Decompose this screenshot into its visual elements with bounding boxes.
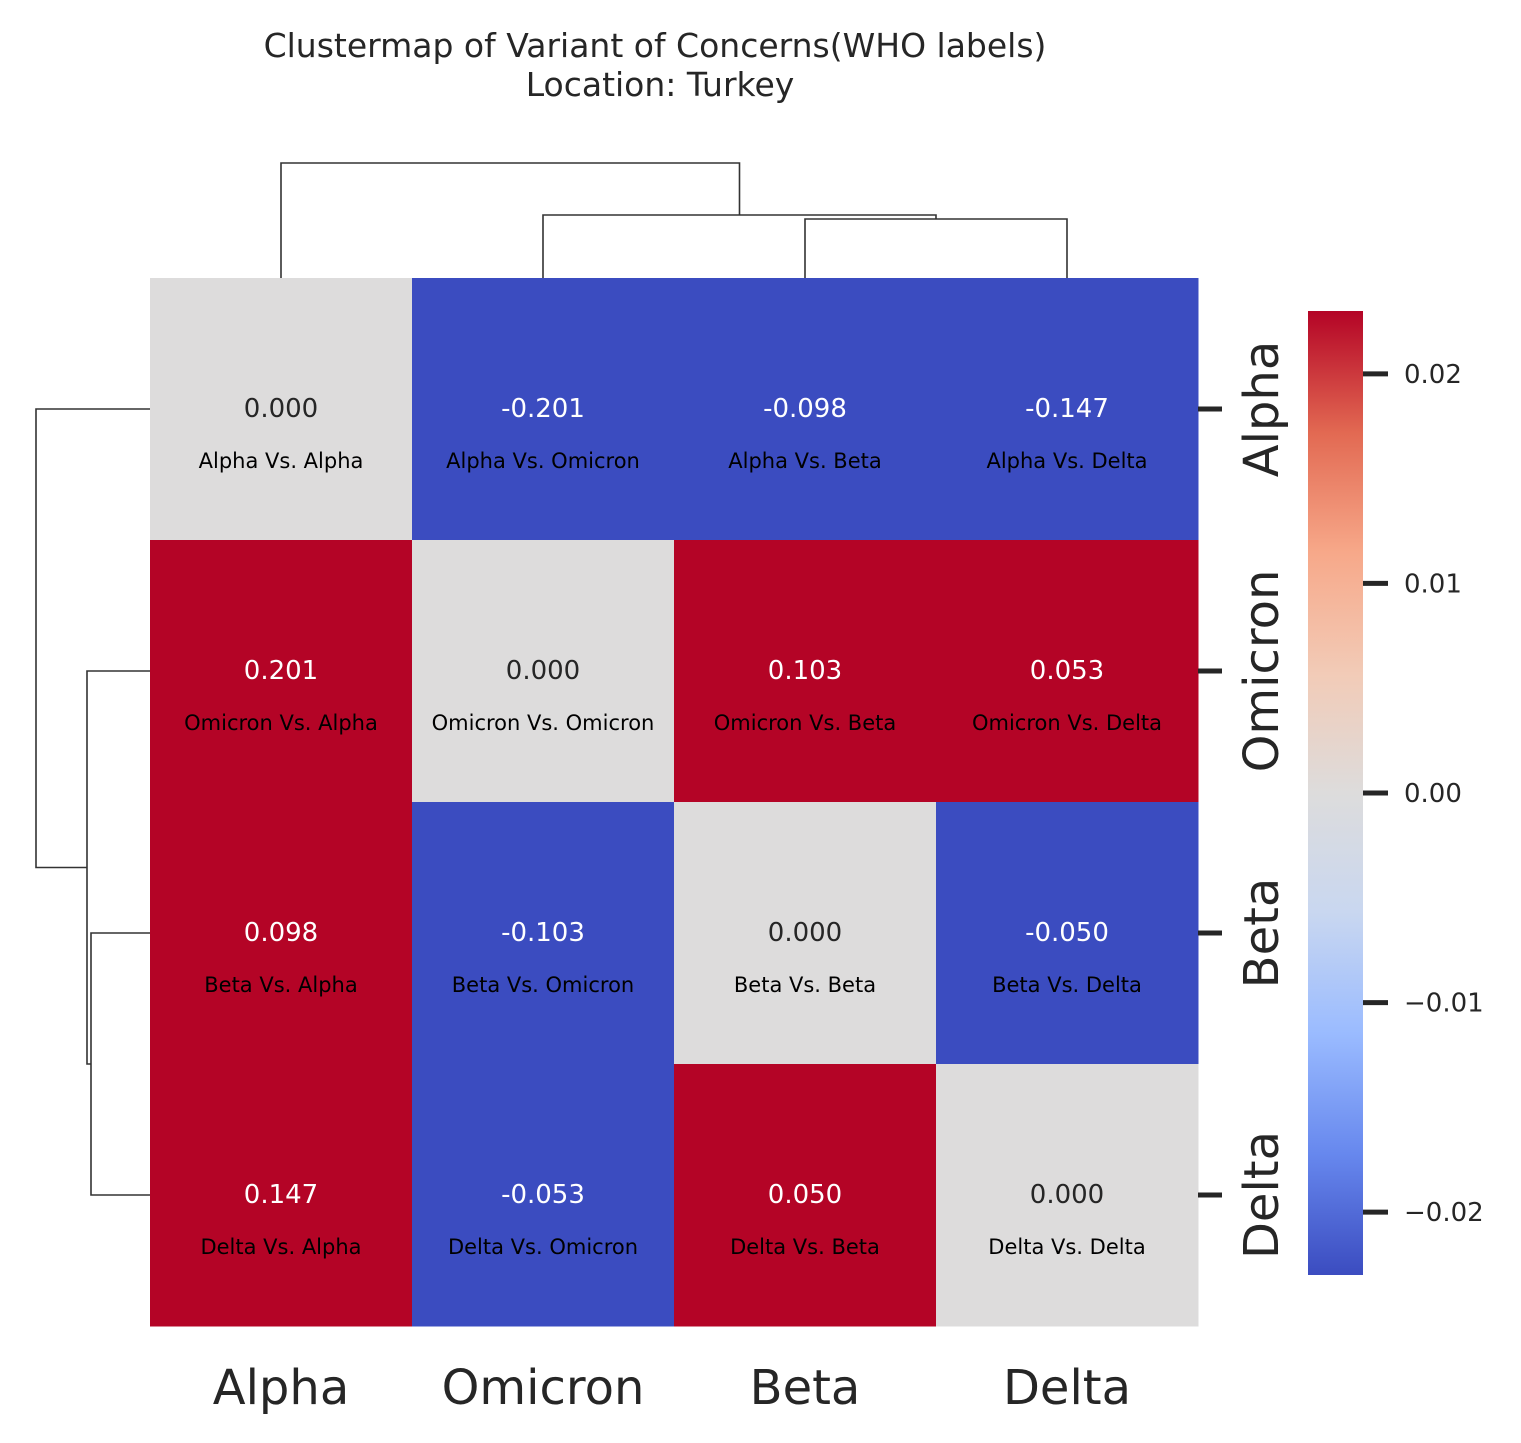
- column-label-omicron: Omicron: [442, 1360, 645, 1416]
- cell-value-omicron-beta: 0.103: [768, 656, 842, 686]
- cell-label-alpha-omicron: Alpha Vs. Omicron: [446, 449, 640, 473]
- heatmap-cell-delta-omicron: [412, 1064, 675, 1327]
- cell-value-omicron-omicron: 0.000: [506, 656, 580, 686]
- cell-label-omicron-alpha: Omicron Vs. Alpha: [184, 711, 378, 735]
- cell-value-beta-alpha: 0.098: [244, 918, 318, 948]
- heatmap-cell-omicron-delta: [936, 540, 1199, 803]
- chart-subtitle-location: Location: Turkey: [526, 65, 795, 104]
- row-label-omicron: Omicron: [1234, 570, 1290, 773]
- cell-label-omicron-beta: Omicron Vs. Beta: [714, 711, 896, 735]
- heatmap-cell-alpha-alpha: [150, 278, 413, 541]
- heatmap-cell-alpha-omicron: [412, 278, 675, 541]
- cell-value-alpha-delta: -0.147: [1025, 394, 1109, 424]
- heatmap-cell-omicron-beta: [674, 540, 937, 803]
- column-dendrogram: [280, 162, 1068, 278]
- cell-value-beta-delta: -0.050: [1025, 918, 1109, 948]
- heatmap-cell-delta-beta: [674, 1064, 937, 1327]
- column-dendrogram-link-beta-delta: [804, 218, 1068, 278]
- cell-label-delta-delta: Delta Vs. Delta: [988, 1235, 1145, 1259]
- cell-label-beta-omicron: Beta Vs. Omicron: [452, 973, 634, 997]
- cell-value-omicron-alpha: 0.201: [244, 656, 318, 686]
- cell-value-delta-beta: 0.050: [768, 1180, 842, 1210]
- chart-title: Clustermap of Variant of Concerns(WHO la…: [264, 26, 1047, 104]
- column-label-alpha: Alpha: [213, 1360, 349, 1416]
- heatmap-cell-beta-delta: [936, 802, 1199, 1065]
- colorbar-tick-label-0: 0.02: [1404, 360, 1462, 390]
- colorbar: 0.02 0.01 0.00 −0.01 −0.02: [1308, 311, 1484, 1275]
- cell-value-alpha-alpha: 0.000: [244, 394, 318, 424]
- cell-label-omicron-omicron: Omicron Vs. Omicron: [432, 711, 655, 735]
- cell-label-delta-alpha: Delta Vs. Alpha: [200, 1235, 361, 1259]
- column-dendrogram-link-omicron-betadelta: [542, 214, 937, 278]
- heatmap-cell-beta-beta: [674, 802, 937, 1065]
- row-label-delta: Delta: [1234, 1131, 1290, 1259]
- cell-value-beta-omicron: -0.103: [501, 918, 585, 948]
- colorbar-tick-label-4: −0.02: [1404, 1198, 1484, 1228]
- column-label-delta: Delta: [1003, 1360, 1131, 1416]
- row-label-alpha: Alpha: [1234, 341, 1290, 477]
- heatmap-cell-alpha-beta: [674, 278, 937, 541]
- column-axis-labels: Alpha Omicron Beta Delta: [213, 1360, 1131, 1416]
- heatmap-cell-beta-omicron: [412, 802, 675, 1065]
- cell-label-alpha-alpha: Alpha Vs. Alpha: [199, 449, 364, 473]
- row-axis-labels: Alpha Omicron Beta Delta: [1198, 341, 1290, 1259]
- heatmap-cell-beta-alpha: [150, 802, 413, 1065]
- heatmap-cell-omicron-alpha: [150, 540, 413, 803]
- colorbar-tick-label-1: 0.01: [1404, 569, 1462, 599]
- row-dendrogram: [35, 408, 150, 1196]
- row-label-beta: Beta: [1234, 878, 1290, 989]
- cell-label-beta-delta: Beta Vs. Delta: [992, 973, 1142, 997]
- colorbar-tick-label-2: 0.00: [1404, 779, 1462, 809]
- row-dendrogram-link-alpha-rest: [35, 408, 150, 869]
- column-dendrogram-link-alpha-rest: [280, 162, 741, 278]
- heatmap-cell-delta-alpha: [150, 1064, 413, 1327]
- cell-label-omicron-delta: Omicron Vs. Delta: [972, 711, 1162, 735]
- cell-value-delta-alpha: 0.147: [244, 1180, 318, 1210]
- cell-label-alpha-beta: Alpha Vs. Beta: [728, 449, 881, 473]
- colorbar-tick-label-3: −0.01: [1404, 989, 1484, 1019]
- cell-value-alpha-beta: -0.098: [763, 394, 847, 424]
- cell-value-omicron-delta: 0.053: [1030, 656, 1104, 686]
- heatmap-cell-omicron-omicron: [412, 540, 675, 803]
- cell-value-alpha-omicron: -0.201: [501, 394, 585, 424]
- colorbar-gradient: [1308, 311, 1363, 1275]
- heatmap-cells: 0.000 Alpha Vs. Alpha -0.201 Alpha Vs. Omic…: [150, 278, 1199, 1327]
- cell-label-delta-beta: Delta Vs. Beta: [730, 1235, 880, 1259]
- cell-label-beta-beta: Beta Vs. Beta: [734, 973, 876, 997]
- chart-title-line-1: Clustermap of Variant of Concerns(WHO la…: [264, 26, 1047, 65]
- row-dendrogram-link-omicron-betadelta: [86, 670, 150, 1065]
- cell-value-delta-omicron: -0.053: [501, 1180, 585, 1210]
- column-label-beta: Beta: [750, 1360, 861, 1416]
- row-dendrogram-link-beta-delta: [90, 932, 150, 1196]
- cell-value-delta-delta: 0.000: [1030, 1180, 1104, 1210]
- cell-label-beta-alpha: Beta Vs. Alpha: [204, 973, 357, 997]
- cell-label-alpha-delta: Alpha Vs. Delta: [986, 449, 1147, 473]
- cell-label-delta-omicron: Delta Vs. Omicron: [448, 1235, 638, 1259]
- cell-value-beta-beta: 0.000: [768, 918, 842, 948]
- heatmap-cell-delta-delta: [936, 1064, 1199, 1327]
- heatmap-cell-alpha-delta: [936, 278, 1199, 541]
